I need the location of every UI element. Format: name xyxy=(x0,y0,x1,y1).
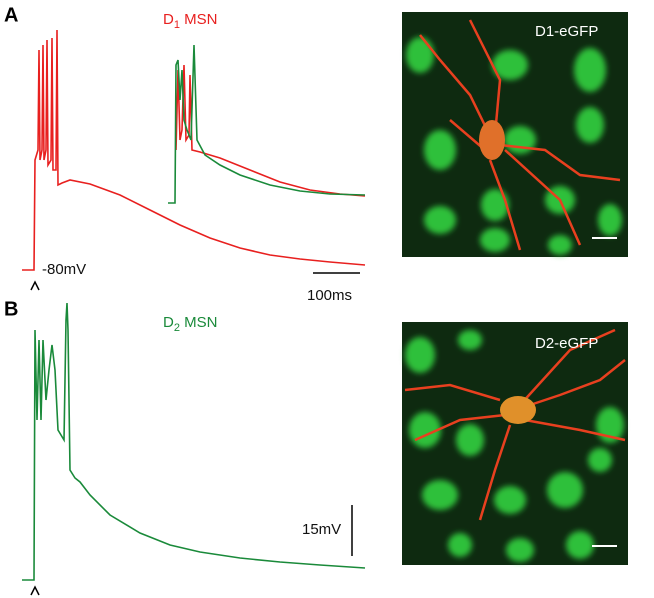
image-label: D2-eGFP xyxy=(535,335,598,352)
green-trace xyxy=(22,302,366,581)
baseline-label: -80mV xyxy=(42,261,86,278)
micrograph xyxy=(402,12,628,257)
trace-title: D2 MSN xyxy=(163,314,217,334)
time-scale-label: 100ms xyxy=(307,287,352,304)
micrograph xyxy=(402,322,628,565)
stim-arrow xyxy=(30,280,40,291)
panel-letter: A xyxy=(4,4,18,26)
red-inset-trace xyxy=(175,64,366,197)
green-inset-trace xyxy=(168,44,366,204)
trace-title: D1 MSN xyxy=(163,11,217,31)
voltage-scale-label: 15mV xyxy=(302,521,341,538)
stim-arrow xyxy=(30,585,40,596)
red-trace xyxy=(22,29,366,271)
image-label: D1-eGFP xyxy=(535,23,598,40)
panel-letter: B xyxy=(4,298,18,320)
